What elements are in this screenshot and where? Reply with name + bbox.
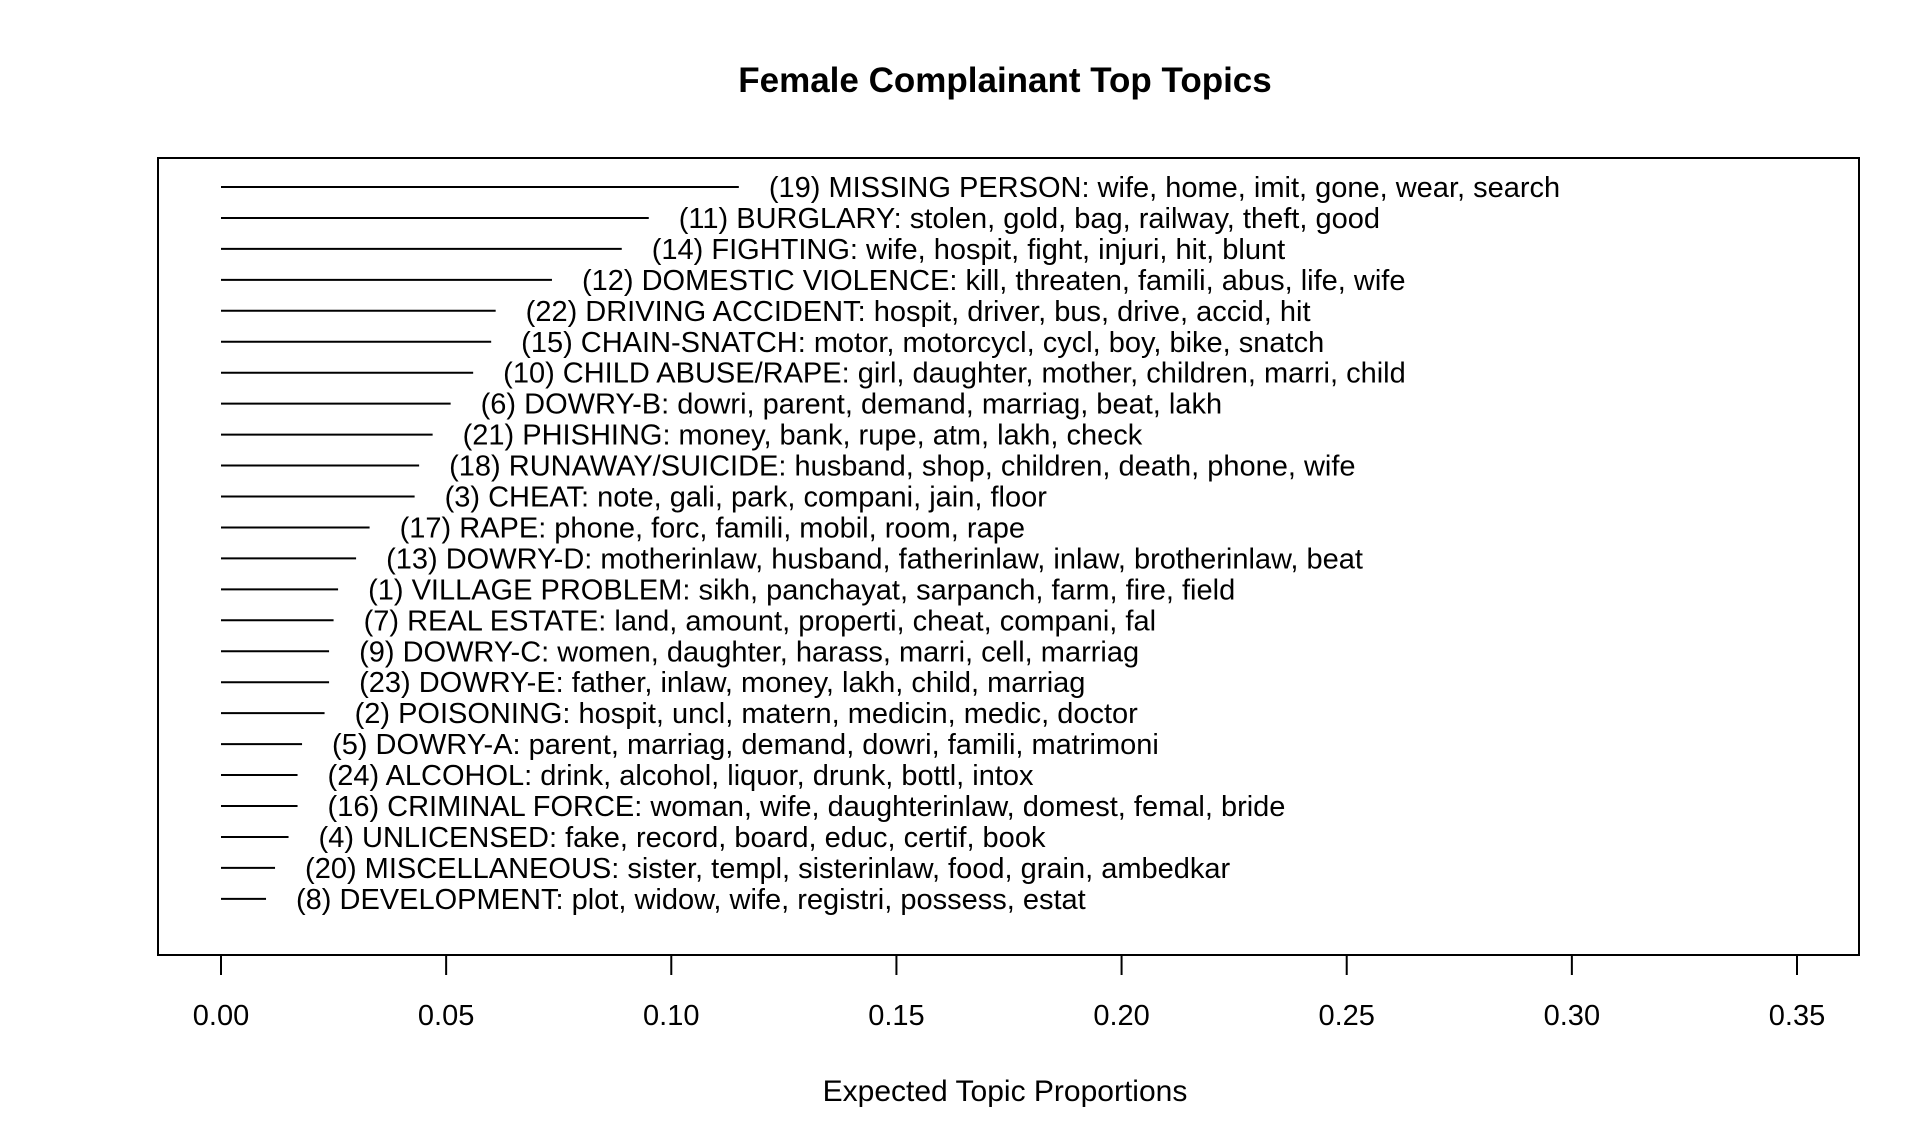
- topic-label: (14) FIGHTING: wife, hospit, fight, inju…: [652, 234, 1285, 266]
- topic-label: (21) PHISHING: money, bank, rupe, atm, l…: [463, 420, 1143, 452]
- x-axis: 0.00 0.05 0.10 0.15 0.20 0.25 0.30 0.35: [193, 954, 1825, 1032]
- x-tick-label: 0.05: [418, 1000, 474, 1032]
- topic-label: (2) POISONING: hospit, uncl, matern, med…: [355, 698, 1139, 730]
- topic-label: (11) BURGLARY: stolen, gold, bag, railwa…: [679, 203, 1380, 235]
- topic-label: (9) DOWRY-C: women, daughter, harass, ma…: [359, 636, 1139, 668]
- topic-label: (18) RUNAWAY/SUICIDE: husband, shop, chi…: [449, 451, 1355, 483]
- x-tick-label: 0.15: [868, 1000, 924, 1032]
- topic-label: (16) CRIMINAL FORCE: woman, wife, daught…: [328, 791, 1286, 823]
- topic-label: (10) CHILD ABUSE/RAPE: girl, daughter, m…: [503, 358, 1406, 390]
- topic-lines: (19) MISSING PERSON: wife, home, imit, g…: [221, 172, 1560, 916]
- x-tick-label: 0.35: [1769, 1000, 1825, 1032]
- topic-label: (24) ALCOHOL: drink, alcohol, liquor, dr…: [328, 760, 1035, 792]
- topic-label: (8) DEVELOPMENT: plot, widow, wife, regi…: [296, 884, 1086, 916]
- topic-label: (17) RAPE: phone, forc, famili, mobil, r…: [400, 512, 1025, 544]
- topic-label: (22) DRIVING ACCIDENT: hospit, driver, b…: [526, 296, 1311, 328]
- topic-label: (20) MISCELLANEOUS: sister, templ, siste…: [305, 853, 1230, 885]
- x-tick-label: 0.10: [643, 1000, 699, 1032]
- topic-label: (1) VILLAGE PROBLEM: sikh, panchayat, sa…: [368, 574, 1235, 606]
- topic-label: (19) MISSING PERSON: wife, home, imit, g…: [769, 172, 1560, 204]
- topic-label: (13) DOWRY-D: motherinlaw, husband, fath…: [386, 543, 1363, 575]
- topic-label: (6) DOWRY-B: dowri, parent, demand, marr…: [481, 389, 1222, 421]
- topic-label: (15) CHAIN-SNATCH: motor, motorcycl, cyc…: [521, 327, 1324, 359]
- chart-title: Female Complainant Top Topics: [738, 61, 1271, 100]
- x-tick-label: 0.25: [1318, 1000, 1374, 1032]
- topic-label: (23) DOWRY-E: father, inlaw, money, lakh…: [359, 667, 1085, 699]
- topic-label: (7) REAL ESTATE: land, amount, properti,…: [364, 605, 1157, 637]
- x-tick-label: 0.00: [193, 1000, 249, 1032]
- x-tick-label: 0.20: [1093, 1000, 1149, 1032]
- x-tick-label: 0.30: [1544, 1000, 1600, 1032]
- x-axis-label: Expected Topic Proportions: [823, 1075, 1188, 1108]
- topic-label: (5) DOWRY-A: parent, marriag, demand, do…: [332, 729, 1159, 761]
- topic-label: (12) DOMESTIC VIOLENCE: kill, threaten, …: [582, 265, 1406, 297]
- topic-label: (4) UNLICENSED: fake, record, board, edu…: [319, 822, 1046, 854]
- topic-label: (3) CHEAT: note, gali, park, compani, ja…: [445, 482, 1048, 514]
